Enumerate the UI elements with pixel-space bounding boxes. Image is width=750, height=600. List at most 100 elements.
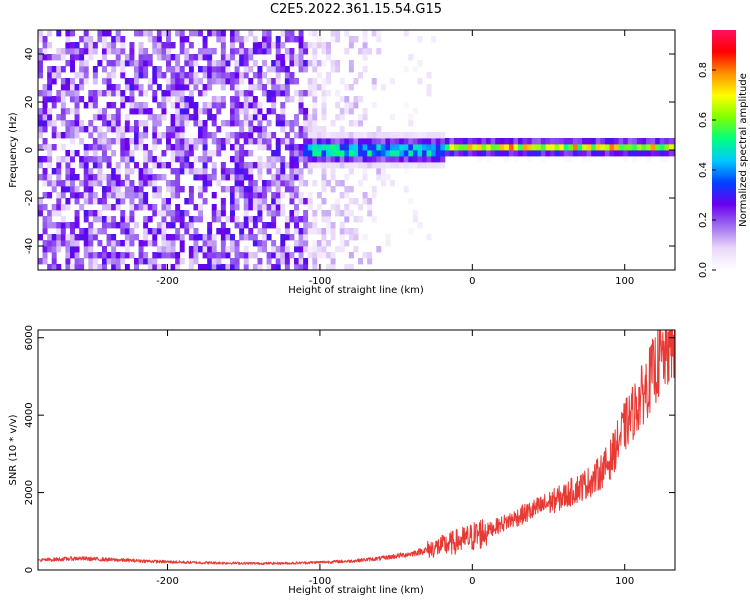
heatmap-cell bbox=[179, 138, 185, 145]
heatmap-cell bbox=[115, 132, 121, 139]
heatmap-cell bbox=[60, 78, 66, 85]
heatmap-cell bbox=[252, 216, 258, 223]
heatmap-cell bbox=[42, 216, 48, 223]
heatmap-cell bbox=[47, 180, 53, 187]
heatmap-cell bbox=[129, 138, 135, 145]
heatmap-cell bbox=[124, 60, 130, 67]
heatmap-cell bbox=[230, 156, 235, 163]
heatmap-cell bbox=[230, 84, 235, 91]
heatmap-cell bbox=[467, 150, 473, 157]
heatmap-cell bbox=[348, 228, 354, 235]
heatmap-cell bbox=[143, 156, 149, 163]
heatmap-cell bbox=[271, 246, 277, 253]
heatmap-cell bbox=[106, 138, 112, 145]
heatmap-cell bbox=[106, 102, 112, 109]
heatmap-cell bbox=[262, 48, 267, 55]
heatmap-cell bbox=[234, 162, 240, 169]
heatmap-cell bbox=[467, 138, 473, 145]
heatmap-cell bbox=[321, 48, 327, 55]
heatmap-cell bbox=[152, 258, 158, 265]
heatmap-cell bbox=[207, 246, 213, 253]
heatmap-cell bbox=[70, 60, 75, 67]
heatmap-cell bbox=[152, 36, 158, 43]
heatmap-cell bbox=[152, 228, 158, 235]
heatmap-cell bbox=[56, 264, 62, 270]
heatmap-cell bbox=[102, 144, 107, 151]
heatmap-cell bbox=[38, 156, 43, 163]
heatmap-cell bbox=[147, 168, 153, 175]
heatmap-cell bbox=[303, 240, 309, 247]
heatmap-cell bbox=[358, 150, 363, 157]
heatmap-cell bbox=[284, 84, 290, 91]
heatmap-cell bbox=[348, 120, 354, 127]
heatmap-cell bbox=[390, 114, 395, 121]
heatmap-cell bbox=[51, 102, 57, 109]
heatmap-cell bbox=[175, 102, 181, 109]
heatmap-cell bbox=[225, 60, 231, 67]
heatmap-cell bbox=[175, 204, 181, 211]
heatmap-cell bbox=[262, 138, 267, 145]
heatmap-cell bbox=[97, 162, 103, 169]
heatmap-cell bbox=[179, 30, 185, 37]
heatmap-cell bbox=[56, 204, 62, 211]
y-tick-label: -40 bbox=[24, 238, 35, 254]
heatmap-cell bbox=[550, 144, 556, 151]
heatmap-cell bbox=[111, 246, 117, 253]
heatmap-cell bbox=[284, 186, 290, 193]
heatmap-cell bbox=[367, 144, 373, 151]
heatmap-cell bbox=[262, 36, 267, 43]
heatmap-cell bbox=[211, 210, 217, 217]
heatmap-cell bbox=[60, 114, 66, 121]
heatmap-cell bbox=[271, 162, 277, 169]
heatmap-cell bbox=[339, 246, 345, 253]
heatmap-cell bbox=[513, 150, 519, 157]
heatmap-cell bbox=[230, 216, 235, 223]
heatmap-cell bbox=[92, 90, 98, 97]
heatmap-cell bbox=[257, 114, 263, 121]
heatmap-cell bbox=[230, 102, 235, 109]
heatmap-cell bbox=[344, 186, 350, 193]
heatmap-cell bbox=[170, 102, 176, 109]
heatmap-cell bbox=[156, 36, 162, 43]
heatmap-cell bbox=[202, 90, 208, 97]
heatmap-cell bbox=[134, 102, 139, 109]
heatmap-cell bbox=[198, 156, 203, 163]
heatmap-cell bbox=[289, 96, 295, 103]
heatmap-cell bbox=[42, 36, 48, 43]
heatmap-cell bbox=[124, 78, 130, 85]
heatmap-cell bbox=[188, 216, 194, 223]
heatmap-cell bbox=[124, 264, 130, 270]
heatmap-cell bbox=[102, 120, 107, 127]
heatmap-cell bbox=[65, 180, 71, 187]
heatmap-cell bbox=[348, 42, 354, 49]
heatmap-cell bbox=[321, 60, 327, 67]
heatmap-cell bbox=[266, 78, 272, 85]
heatmap-cell bbox=[166, 138, 171, 145]
heatmap-cell bbox=[56, 30, 62, 37]
heatmap-cell bbox=[97, 138, 103, 145]
heatmap-cell bbox=[47, 96, 53, 103]
heatmap-cell bbox=[326, 222, 331, 229]
heatmap-cell bbox=[70, 42, 75, 49]
heatmap-cell bbox=[120, 144, 126, 151]
heatmap-cell bbox=[120, 258, 126, 265]
heatmap-cell bbox=[152, 126, 158, 133]
heatmap-cell bbox=[271, 96, 277, 103]
heatmap-cell bbox=[326, 132, 331, 139]
heatmap-cell bbox=[312, 222, 318, 229]
heatmap-cell bbox=[262, 132, 267, 139]
heatmap-cell bbox=[79, 78, 85, 85]
heatmap-cell bbox=[289, 120, 295, 127]
heatmap-cell bbox=[147, 180, 153, 187]
heatmap-cell bbox=[234, 66, 240, 73]
heatmap-cell bbox=[175, 126, 181, 133]
heatmap-cell bbox=[161, 240, 167, 247]
heatmap-cell bbox=[604, 150, 610, 157]
heatmap-cell bbox=[339, 156, 345, 163]
heatmap-cell bbox=[326, 156, 331, 163]
heatmap-cell bbox=[211, 96, 217, 103]
heatmap-cell bbox=[184, 72, 190, 79]
heatmap-cell bbox=[198, 204, 203, 211]
heatmap-cell bbox=[632, 138, 638, 145]
heatmap-cell bbox=[152, 162, 158, 169]
